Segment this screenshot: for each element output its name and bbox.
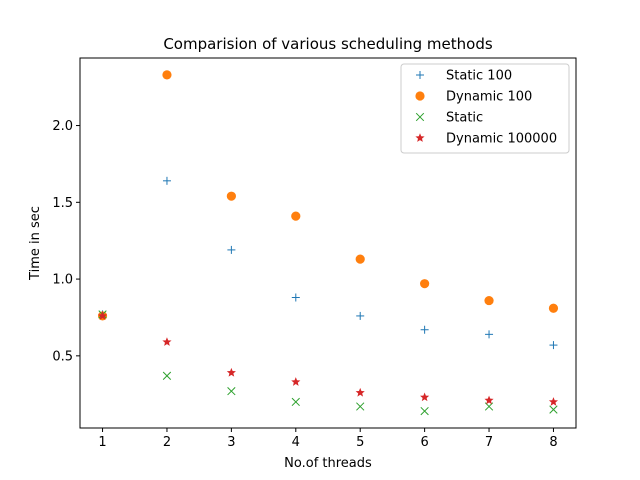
data-point [226,191,236,201]
data-point [420,325,429,334]
x-tick-label: 2 [163,435,171,450]
legend-label: Dynamic 100 [446,90,532,105]
data-point [549,405,558,414]
data-point [548,303,559,313]
x-tick-label: 1 [98,435,106,450]
data-point [485,330,494,339]
data-point [420,406,429,416]
x-tick-label: 6 [420,435,428,450]
data-point [291,211,301,221]
y-axis-label: Time in sec [28,206,43,281]
series-dynamic-100000 [97,311,559,406]
data-point [420,279,430,289]
data-point [226,367,236,377]
legend-items: Static 100 Dynamic 100 Static Dynamic 10000… [415,69,557,147]
legend-label: Static 100 [446,69,512,84]
x-tick-label: 3 [227,435,235,450]
data-point [355,387,365,397]
x-tick-label: 5 [356,435,364,450]
data-point [291,397,300,407]
data-point [162,176,171,185]
y-tick-label: 1.5 [52,196,73,211]
ticks-layer: 1 2 3 4 5 6 7 8 0.5 1.0 1.5 2.0 [52,119,557,450]
series-static [98,310,558,416]
data-point [356,311,365,320]
data-point [162,337,172,346]
data-point [420,392,430,402]
data-point [484,295,494,306]
data-point [97,311,108,320]
points-layer [97,70,559,416]
data-point [548,397,559,406]
data-point [356,402,365,411]
plot-frame [79,57,577,429]
x-axis-label: No.of threads [284,456,372,471]
y-tick-label: 1.0 [52,273,73,288]
legend-marker [415,91,425,101]
data-point [355,254,365,264]
data-point [549,341,558,350]
data-point [227,386,236,396]
y-tick-label: 0.5 [52,349,73,364]
legend-box [400,63,570,154]
x-tick-label: 7 [485,435,493,450]
chart-title: Comparision of various scheduling method… [163,35,493,53]
data-point [291,377,301,386]
data-point [291,293,300,302]
legend-marker [416,71,424,79]
data-point [162,70,172,80]
data-point [227,245,236,254]
legend-label: Dynamic 100000 [446,132,557,147]
legend-label: Static [446,111,483,126]
legend: Static 100 Dynamic 100 Static Dynamic 10000… [400,63,570,154]
legend-marker [415,112,425,122]
data-point [162,371,172,380]
series-dynamic-100 [97,70,559,321]
legend-marker [415,133,425,142]
x-tick-label: 4 [292,435,300,450]
data-point [484,395,494,405]
x-tick-label: 8 [549,435,557,450]
y-tick-label: 2.0 [52,119,73,134]
